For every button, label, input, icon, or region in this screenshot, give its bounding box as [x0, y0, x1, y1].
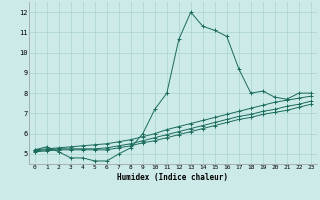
X-axis label: Humidex (Indice chaleur): Humidex (Indice chaleur) [117, 173, 228, 182]
